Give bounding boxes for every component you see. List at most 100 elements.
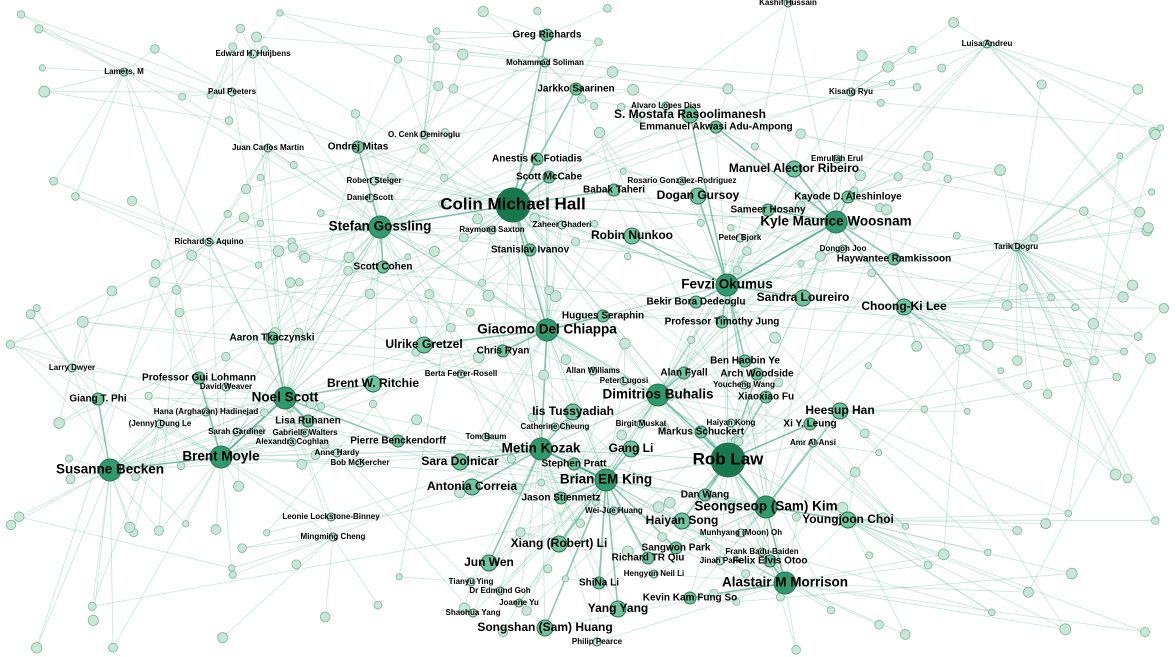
network-node-metin-kozak[interactable] <box>529 437 553 461</box>
network-node-yang-yang[interactable] <box>609 600 627 618</box>
network-node-brent-w-ritchie[interactable] <box>364 375 382 393</box>
network-node-heesup-han[interactable] <box>831 402 849 420</box>
network-node-kyle-maurice-woosnam[interactable] <box>824 210 848 234</box>
network-node-ben-haobin-ye[interactable] <box>738 354 752 368</box>
network-node-bob-mckercher[interactable] <box>355 458 365 468</box>
network-node-iis-tussyadiah[interactable] <box>564 403 582 421</box>
network-node-mohammad-soliman[interactable] <box>540 58 550 68</box>
network-node-birgit-muskat[interactable] <box>636 419 646 429</box>
network-node-anne-hardy[interactable] <box>332 448 342 458</box>
network-node-peter-bjork[interactable] <box>735 233 745 243</box>
network-node-tom-baum[interactable] <box>481 432 491 442</box>
network-node-sameer-hosany[interactable] <box>761 203 775 217</box>
network-node-s-mostafa-rasoolimanesh[interactable] <box>681 106 699 124</box>
network-node-markus-schuckert[interactable] <box>694 425 708 439</box>
network-node-aaron-tkaczynski[interactable] <box>265 331 279 345</box>
network-node-gang-li[interactable] <box>622 440 640 458</box>
network-node-seongseop-kim[interactable] <box>754 495 778 519</box>
network-node-larry-dwyer[interactable] <box>67 363 77 373</box>
network-node-antonia-correia[interactable] <box>463 478 481 496</box>
network-node-david-weaver[interactable] <box>221 382 231 392</box>
network-node-xi-y-leung[interactable] <box>803 417 817 431</box>
network-node-catherine-cheung[interactable] <box>550 422 560 432</box>
network-node-songshan-huang[interactable] <box>536 619 554 637</box>
network-node-dan-wang[interactable] <box>698 488 712 502</box>
network-node-leonie-lockstone-binney[interactable] <box>326 512 336 522</box>
network-node-sangwon-park[interactable] <box>669 541 683 555</box>
network-node-brian-em-king[interactable] <box>594 468 618 492</box>
network-node-emrullah-erul[interactable] <box>832 154 842 164</box>
network-node-luisa-andreu[interactable] <box>982 39 992 49</box>
network-node-jun-wen[interactable] <box>480 554 498 572</box>
network-node-dimitrios-buhalis[interactable] <box>646 383 670 407</box>
network-node-robert-steiger[interactable] <box>369 176 379 186</box>
network-node-xiaoxiao-fu[interactable] <box>759 390 773 404</box>
network-node-dongoh-joo[interactable] <box>838 244 848 254</box>
network-node-alastair-tiny[interactable] <box>783 0 793 8</box>
network-node-tianyu-ying[interactable] <box>466 577 476 587</box>
network-node-shina-li[interactable] <box>592 576 606 590</box>
network-node-ondrej-mitas[interactable] <box>351 140 365 154</box>
network-node-alexandra-coghlan[interactable] <box>287 437 297 447</box>
network-node-fevzi-okumus[interactable] <box>715 273 739 297</box>
network-node-haiyan-song[interactable] <box>673 512 691 530</box>
network-node-arch-woodside[interactable] <box>750 367 764 381</box>
network-node-hana-hadinejad[interactable] <box>201 407 211 417</box>
network-node-kevin-kam-fung-so[interactable] <box>683 591 697 605</box>
network-node-robin-nunkoo[interactable] <box>623 227 641 245</box>
network-node-haiyan-kong[interactable] <box>726 418 736 428</box>
network-node-tarik-dogru[interactable] <box>1011 242 1021 252</box>
network-node-allan-williams[interactable] <box>588 366 598 376</box>
network-node-munhyang-oh[interactable] <box>736 528 746 538</box>
network-node-kisang-ryu[interactable] <box>846 87 856 97</box>
network-node-berta-ferrer-rosell[interactable] <box>456 369 466 379</box>
network-node-mingming-cheng[interactable] <box>328 532 338 542</box>
network-node-scott-mccabe[interactable] <box>542 170 556 184</box>
network-node-alastair-m-morrison[interactable] <box>773 571 797 595</box>
network-node-felix-elvis-otoo[interactable] <box>763 554 777 568</box>
network-node-paul-peeters[interactable] <box>227 87 237 97</box>
network-node-babak-taheri[interactable] <box>607 183 621 197</box>
network-node-daniel-scott[interactable] <box>365 193 375 203</box>
network-node-shaohua-yang[interactable] <box>468 608 478 618</box>
network-node-frank-badu-baiden[interactable] <box>757 547 767 557</box>
network-node-jinah-park[interactable] <box>715 556 725 566</box>
network-node-sandra-loureiro[interactable] <box>794 289 812 307</box>
network-node-richard-s-aquino[interactable] <box>204 237 214 247</box>
network-node-kayode-d-aleshinloye[interactable] <box>841 190 855 204</box>
network-node-lamers-m[interactable] <box>119 67 129 77</box>
network-node-bekir-bora-dedeoglu[interactable] <box>689 295 703 309</box>
network-node-joanne-yu[interactable] <box>514 598 524 608</box>
network-node-richard-tr-qiu[interactable] <box>641 551 655 565</box>
network-node-alvaro-lopes-dias[interactable] <box>661 101 671 111</box>
network-node-ulrike-gretzel[interactable] <box>415 336 433 354</box>
network-node-giang-t-phi[interactable] <box>91 392 105 406</box>
network-node-haywantee-ramkissoon[interactable] <box>887 252 901 266</box>
network-node-professor-gui-lohmann[interactable] <box>192 371 206 385</box>
network-node-lisa-ruhanen[interactable] <box>301 414 315 428</box>
network-node-pierre-benckendorff[interactable] <box>391 434 405 448</box>
network-node-youcheng-wang[interactable] <box>739 380 749 390</box>
network-node-juan-carlos-martin[interactable] <box>263 143 273 153</box>
network-node-amr-al-ansi[interactable] <box>808 438 818 448</box>
network-node-professor-timothy-jung[interactable] <box>715 315 729 329</box>
network-node-alan-fyall[interactable] <box>677 366 691 380</box>
network-node-scott-cohen[interactable] <box>376 260 390 274</box>
network-node-hugues-seraphin[interactable] <box>596 309 610 323</box>
network-node-zaheer-ghaderi[interactable] <box>557 220 567 230</box>
network-node-gabrielle-walters[interactable] <box>300 428 310 438</box>
network-node-greg-richards[interactable] <box>540 28 554 42</box>
network-node-youngjoon-choi[interactable] <box>839 511 857 529</box>
network-node-xiang-li[interactable] <box>550 535 568 553</box>
network-node-choong-ki-lee[interactable] <box>895 298 913 316</box>
network-node-emmanuel-akwasi-adu-ampong[interactable] <box>709 120 723 134</box>
network-node-rob-law[interactable] <box>710 442 746 478</box>
network-node-colin-michael-hall[interactable] <box>495 187 531 223</box>
network-node-brent-moyle[interactable] <box>209 445 233 469</box>
network-node-sara-dolnicar[interactable] <box>451 453 469 471</box>
network-node-edward-h-huijbens[interactable] <box>248 49 258 59</box>
network-node-giacomo-del-chiappa[interactable] <box>535 318 559 342</box>
network-node-o-cenk-demiroglu[interactable] <box>419 130 429 140</box>
network-node-chris-ryan[interactable] <box>496 344 510 358</box>
network-node-jarkko-saarinen[interactable] <box>569 82 583 96</box>
